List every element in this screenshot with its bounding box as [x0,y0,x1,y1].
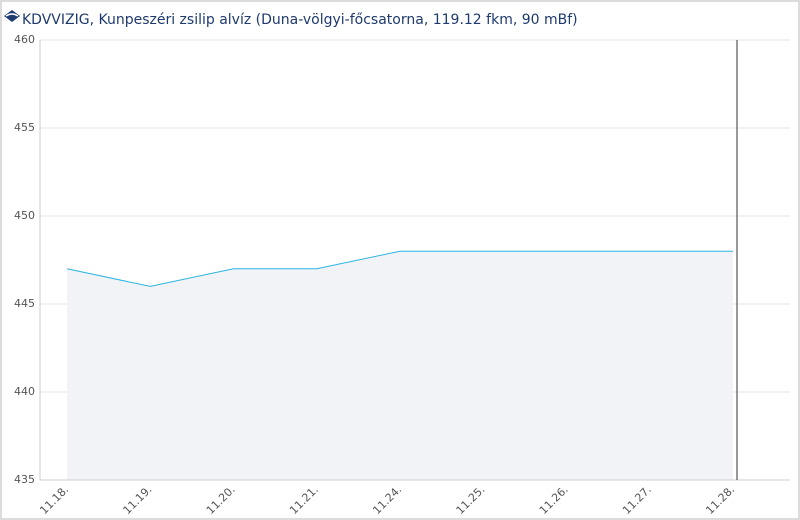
y-tick-label: 440 [14,385,35,398]
logo [4,10,20,22]
chart-title: KDVVIZIG, Kunpeszéri zsilip alvíz (Duna-… [22,12,578,28]
y-tick-label: 460 [14,33,35,46]
y-tick-label: 435 [14,473,35,486]
y-tick-label: 450 [14,209,35,222]
series-line [66,250,733,287]
y-tick-label: 455 [14,121,35,134]
area-fill [67,251,733,480]
y-tick-label: 445 [14,297,35,310]
